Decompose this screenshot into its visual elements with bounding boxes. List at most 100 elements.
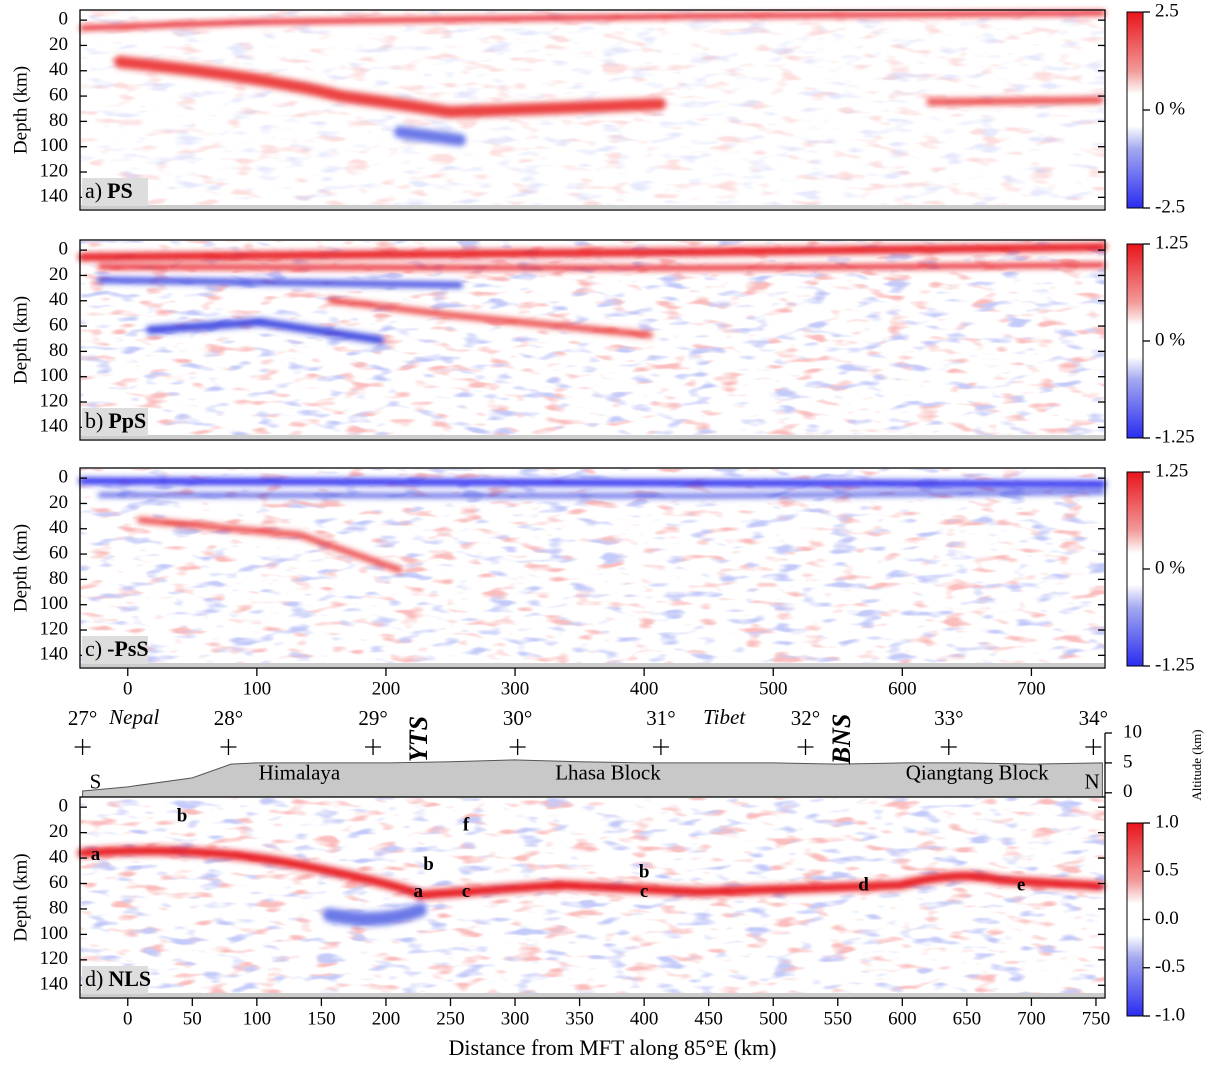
x-tick-label: 150 — [307, 1008, 336, 1029]
annotation: b — [423, 854, 434, 875]
y-tick-label: 20 — [49, 34, 68, 55]
colorbar-tick-label: -1.25 — [1155, 654, 1195, 675]
seismic-image — [77, 10, 1107, 997]
annotation: a — [91, 844, 101, 865]
plot-frame — [79, 796, 1106, 999]
annotation: Tibet — [703, 705, 746, 729]
panel-label: a) PS — [85, 178, 133, 203]
colorbar-tick-label: -1.0 — [1155, 1004, 1185, 1025]
x-tick-label: 600 — [888, 678, 917, 699]
panel-title: PpS — [108, 408, 146, 433]
y-tick-label: 120 — [40, 618, 69, 639]
y-tick-label: 120 — [40, 390, 69, 411]
colorbar-tick-label: -2.5 — [1155, 196, 1185, 217]
panel-label-bg — [82, 408, 148, 436]
colorbar-tick-label: 0 % — [1155, 98, 1185, 119]
annotation: Nepal — [108, 705, 159, 729]
x-tick-label: 650 — [953, 1008, 982, 1029]
lat-tick — [220, 739, 237, 755]
panel-label-bg — [82, 966, 148, 994]
annotation: e — [1017, 874, 1025, 895]
x-tick-label: 50 — [183, 1008, 202, 1029]
x-tick-label: 550 — [824, 1008, 853, 1029]
y2-axis-label: Altitude (km) — [1189, 729, 1204, 800]
panel-letter: a) — [85, 178, 102, 203]
colorbar-tick-label: 0 % — [1155, 557, 1185, 578]
colorbar-tick-label: 2.5 — [1155, 0, 1179, 21]
y-tick-label: 140 — [40, 974, 69, 995]
colorbar-tick-label: -0.5 — [1155, 956, 1185, 977]
y-tick-label: 0 — [59, 796, 69, 817]
y-tick-label: 0 — [59, 238, 69, 259]
y-axis-label: Depth (km) — [10, 524, 31, 612]
x-tick-label: 300 — [501, 678, 530, 699]
x-tick-label: 200 — [372, 678, 401, 699]
y-tick-label: 60 — [49, 84, 68, 105]
colorbar-tick-label: 1.25 — [1155, 232, 1188, 253]
colorbar-tick-label: -1.25 — [1155, 426, 1195, 447]
x-tick-label: 100 — [243, 678, 272, 699]
y-tick-label: 80 — [49, 897, 68, 918]
y-tick-label: 140 — [40, 416, 69, 437]
lat-tick — [652, 739, 669, 755]
y-tick-label: 100 — [40, 135, 69, 156]
annotation: N — [1085, 770, 1100, 794]
annotation: a — [413, 881, 423, 902]
x-tick-label: 400 — [630, 1008, 659, 1029]
panel-title: -PsS — [107, 636, 149, 661]
topography — [82, 759, 1103, 798]
colorbar-tick-label: 0.0 — [1155, 908, 1179, 929]
x-tick-label: 250 — [436, 1008, 465, 1029]
lat-tick-label: 29° — [358, 706, 387, 730]
panel-letter: c) — [85, 636, 102, 661]
x-tick-label: 0 — [123, 678, 133, 699]
y-axis-label: Depth (km) — [10, 296, 31, 384]
x-tick-label: 750 — [1082, 1008, 1111, 1029]
y-tick-label: 0 — [59, 466, 69, 487]
annotation: f — [463, 815, 470, 836]
y-tick-label: 60 — [49, 314, 68, 335]
y-tick-label: 100 — [40, 923, 69, 944]
annotation: b — [639, 862, 650, 883]
colorbar — [1126, 243, 1144, 439]
y2-tick-label: 10 — [1123, 721, 1142, 742]
y-tick-label: 40 — [49, 59, 68, 80]
annotation: Himalaya — [259, 761, 341, 785]
y2-tick-label: 5 — [1123, 751, 1133, 772]
panel-letter: b) — [85, 408, 103, 433]
y2-tick-label: 0 — [1123, 781, 1133, 802]
x-tick-label: 500 — [759, 1008, 788, 1029]
y-tick-label: 120 — [40, 948, 69, 969]
x-tick-label: 100 — [243, 1008, 272, 1029]
plot-frame — [79, 239, 1106, 441]
y-tick-label: 80 — [49, 110, 68, 131]
panel-title: NLS — [108, 966, 151, 991]
x-tick-label: 200 — [372, 1008, 401, 1029]
annotation: c — [462, 881, 470, 902]
y-tick-label: 60 — [49, 542, 68, 563]
y-axis-label: Depth (km) — [10, 853, 31, 941]
lat-tick-label: 33° — [934, 706, 963, 730]
colorbar — [1126, 822, 1144, 1017]
y-tick-label: 40 — [49, 517, 68, 538]
colorbar — [1126, 11, 1144, 209]
lat-tick-label: 27° — [68, 706, 97, 730]
colorbar-tick-label: 1.0 — [1155, 811, 1179, 832]
annotation: S — [90, 770, 102, 794]
colorbar-tick-label: 0 % — [1155, 329, 1185, 350]
panel-label: d) NLS — [85, 966, 151, 991]
plot-frame — [79, 9, 1106, 211]
lat-tick — [940, 739, 957, 755]
y-tick-label: 80 — [49, 340, 68, 361]
lat-tick — [509, 739, 526, 755]
x-axis-label: Distance from MFT along 85°E (km) — [449, 1035, 777, 1060]
panel-title: PS — [107, 178, 133, 203]
y-tick-label: 0 — [59, 8, 69, 29]
panel-letter: d) — [85, 966, 103, 991]
x-tick-label: 400 — [630, 678, 659, 699]
x-tick-label: 500 — [759, 678, 788, 699]
plot-frame — [79, 467, 1106, 669]
annotation: c — [640, 881, 648, 902]
y-tick-label: 20 — [49, 821, 68, 842]
